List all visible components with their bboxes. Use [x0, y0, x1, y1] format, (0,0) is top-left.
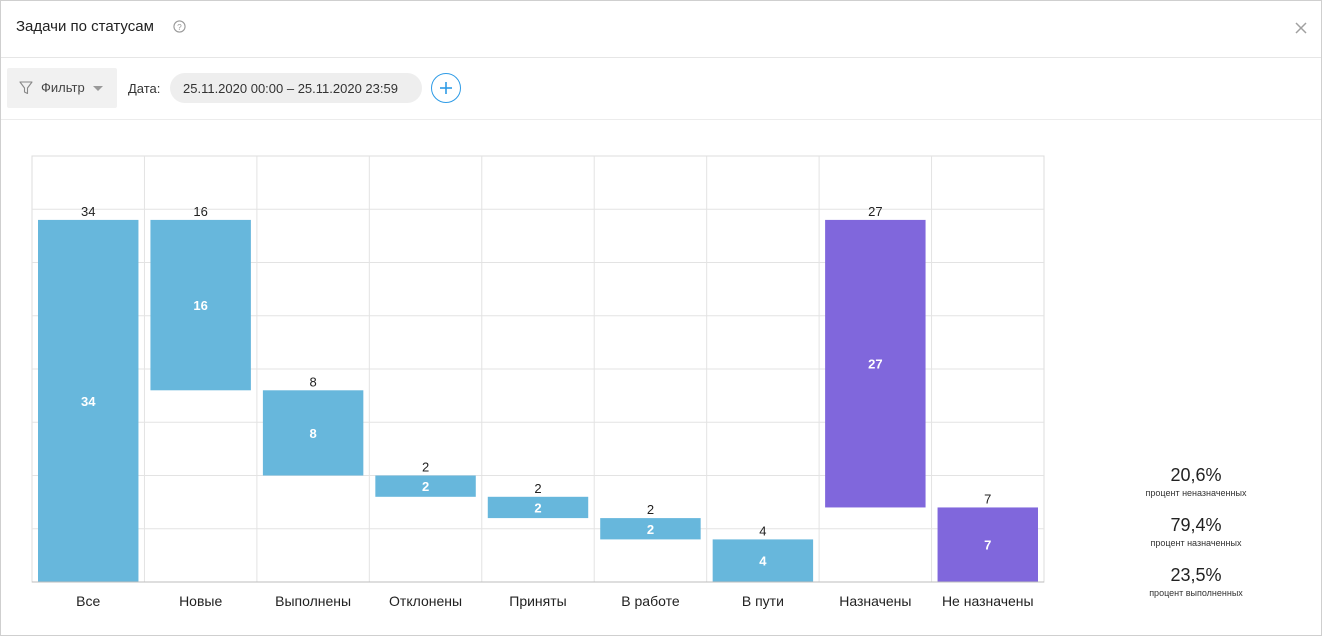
date-range-selector[interactable]: 25.11.2020 00:00 – 25.11.2020 23:59: [170, 73, 422, 103]
bar-top-label: 8: [309, 374, 316, 389]
x-tick-label: Отклонены: [389, 593, 462, 609]
date-range-text: 25.11.2020 00:00 – 25.11.2020 23:59: [183, 81, 398, 96]
x-tick-label: В пути: [742, 593, 784, 609]
x-tick-label: Новые: [179, 593, 222, 609]
bar: [150, 219, 251, 391]
stat-unassigned: 20,6% процент неназначенных: [1111, 464, 1281, 514]
date-label: Дата:: [128, 81, 161, 96]
x-tick-label: В работе: [621, 593, 680, 609]
widget-header: Задачи по статусам ?: [1, 1, 1321, 58]
bar: [825, 219, 926, 508]
close-icon[interactable]: [1294, 21, 1308, 35]
widget-title: Задачи по статусам: [16, 18, 154, 35]
x-tick-label: Приняты: [509, 593, 566, 609]
x-tick-label: Назначены: [839, 593, 911, 609]
bar-value-label: 16: [193, 298, 207, 313]
bar-top-label: 2: [534, 481, 541, 496]
bar-top-label: 27: [868, 204, 882, 219]
bar-value-label: 2: [422, 479, 429, 494]
x-tick-label: Не назначены: [942, 593, 1034, 609]
caret-down-icon: [93, 86, 103, 91]
bar-top-label: 2: [647, 502, 654, 517]
bar-value-label: 34: [81, 394, 96, 409]
stat-assigned: 79,4% процент назначенных: [1111, 514, 1281, 564]
stat-value: 20,6%: [1170, 465, 1222, 485]
bar: [937, 507, 1038, 582]
bar: [712, 539, 814, 582]
bar: [487, 496, 589, 519]
svg-text:?: ?: [177, 22, 182, 32]
bar: [38, 219, 139, 582]
stat-value: 79,4%: [1170, 515, 1222, 535]
bar-top-label: 4: [759, 523, 766, 538]
bar-value-label: 2: [647, 522, 654, 537]
question-circle-icon[interactable]: ?: [173, 20, 186, 33]
stat-label: процент неназначенных: [1145, 488, 1247, 498]
plus-icon: [440, 82, 452, 94]
bar-value-label: 8: [309, 426, 316, 441]
bar-value-label: 7: [984, 538, 991, 553]
bar-top-label: 7: [984, 491, 991, 506]
toolbar: Фильтр Дата: 25.11.2020 00:00 – 25.11.20…: [1, 58, 1321, 120]
waterfall-chart: 34 34 Все 16 16 Новые 8 8 Выполнены 2 2 Отклонены 2 2…: [31, 155, 1045, 609]
filter-label: Фильтр: [41, 80, 85, 95]
bar-value-label: 2: [534, 500, 541, 515]
bar-top-label: 16: [193, 204, 207, 219]
add-filter-button[interactable]: [431, 73, 461, 103]
bar: [262, 390, 364, 476]
funnel-icon: [19, 81, 33, 95]
stats-panel: 20,6% процент неназначенных 79,4% процен…: [1111, 464, 1281, 614]
bar-top-label: 2: [422, 460, 429, 475]
stat-label: процент назначенных: [1150, 538, 1242, 548]
x-tick-label: Все: [76, 593, 100, 609]
bar: [375, 475, 476, 497]
stat-label: процент выполненных: [1149, 588, 1243, 598]
bar: [600, 518, 701, 540]
bar-value-label: 27: [868, 357, 882, 372]
stat-value: 23,5%: [1170, 565, 1222, 585]
x-tick-label: Выполнены: [275, 593, 351, 609]
filter-button[interactable]: Фильтр: [7, 68, 117, 108]
bar-value-label: 4: [759, 554, 767, 569]
bar-top-label: 34: [81, 204, 95, 219]
stat-completed: 23,5% процент выполненных: [1111, 564, 1281, 614]
